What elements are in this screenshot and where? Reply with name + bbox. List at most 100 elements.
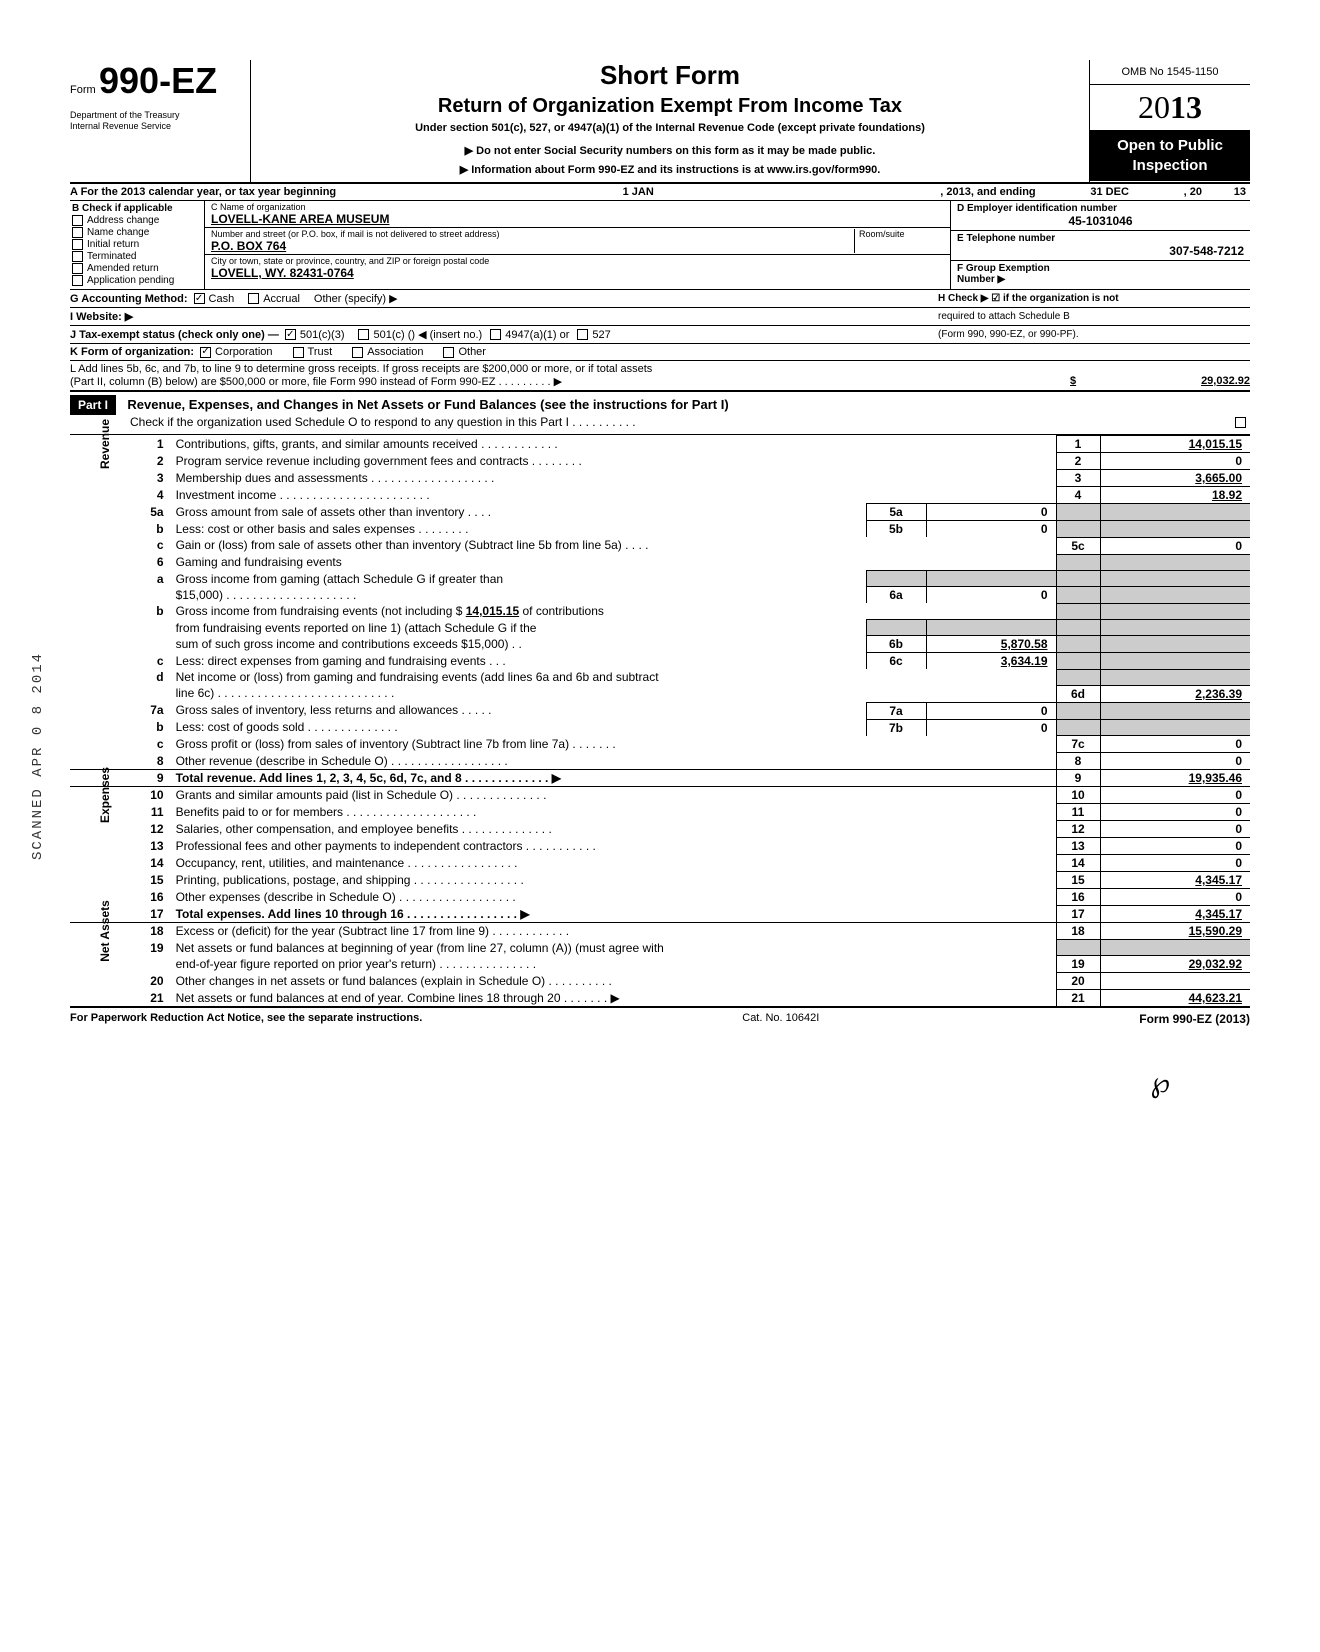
desc: Occupancy, rent, utilities, and maintena…	[172, 855, 1056, 872]
line-a-mid: , 2013, and ending	[940, 186, 1035, 198]
desc: Total expenses. Add lines 10 through 16 …	[172, 906, 1056, 923]
footer-mid: Cat. No. 10642I	[742, 1012, 819, 1026]
desc: Investment income . . . . . . . . . . . …	[172, 487, 1056, 504]
line-a-suffix: , 20	[1184, 186, 1202, 198]
row-21: 21 Net assets or fund balances at end of…	[70, 990, 1250, 1007]
rn: 3	[1056, 470, 1100, 487]
checkbox-icon	[72, 227, 83, 238]
cb-amended[interactable]: Amended return	[72, 263, 202, 274]
main-table: Revenue 1 Contributions, gifts, grants, …	[70, 435, 1250, 1007]
cb-other[interactable]	[443, 347, 454, 358]
rv: 4,345.17	[1100, 906, 1250, 923]
col-b: B Check if applicable Address change Nam…	[70, 201, 205, 289]
cb-address-change[interactable]: Address change	[72, 215, 202, 226]
mv: 0	[926, 719, 1056, 736]
line-a: A For the 2013 calendar year, or tax yea…	[70, 184, 1250, 201]
mv: 0	[926, 587, 1056, 604]
ln: 21	[140, 990, 172, 1007]
cb-label: Amended return	[87, 263, 159, 274]
cb-501c[interactable]	[358, 329, 369, 340]
ln: 7a	[140, 702, 172, 719]
row-7c: c Gross profit or (loss) from sales of i…	[70, 736, 1250, 753]
row-6a-2: $15,000) . . . . . . . . . . . . . . . .…	[70, 587, 1250, 604]
row-5b: b Less: cost or other basis and sales ex…	[70, 521, 1250, 538]
h-line3: (Form 990, 990-EZ, or 990-PF).	[938, 329, 1250, 340]
ln	[140, 636, 172, 653]
cb-initial-return[interactable]: Initial return	[72, 239, 202, 250]
cb-accrual[interactable]	[248, 293, 259, 304]
j-c3: 501(c)(3)	[300, 329, 345, 341]
ln: 9	[140, 770, 172, 787]
k-trust: Trust	[308, 346, 333, 358]
cb-pending[interactable]: Application pending	[72, 275, 202, 286]
cb-label: Initial return	[87, 239, 139, 250]
row-6b-1: b Gross income from fundraising events (…	[70, 603, 1250, 620]
footer-left: For Paperwork Reduction Act Notice, see …	[70, 1012, 422, 1026]
shaded	[1100, 587, 1250, 604]
desc: Professional fees and other payments to …	[172, 838, 1056, 855]
mv: 0	[926, 521, 1056, 538]
vert-exp-text: Expenses	[98, 764, 112, 826]
room-label: Room/suite	[859, 229, 944, 239]
ln: 10	[140, 787, 172, 804]
ln: 20	[140, 973, 172, 990]
row-1: Revenue 1 Contributions, gifts, grants, …	[70, 436, 1250, 453]
rn: 1	[1056, 436, 1100, 453]
shaded	[1056, 521, 1100, 538]
desc: sum of such gross income and contributio…	[172, 636, 866, 653]
shaded	[1056, 571, 1100, 587]
row-19-1: 19 Net assets or fund balances at beginn…	[70, 940, 1250, 956]
rv: 44,623.21	[1100, 990, 1250, 1007]
shaded	[1100, 702, 1250, 719]
cb-trust[interactable]	[293, 347, 304, 358]
cb-assoc[interactable]	[352, 347, 363, 358]
g-other: Other (specify) ▶	[314, 292, 398, 305]
rn: 8	[1056, 753, 1100, 770]
ln: 4	[140, 487, 172, 504]
cb-schedule-o[interactable]	[1235, 417, 1246, 428]
k-corp: Corporation	[215, 346, 272, 358]
shaded	[1056, 702, 1100, 719]
desc-b: Total revenue. Add lines 1, 2, 3, 4, 5c,…	[176, 771, 561, 785]
row-6c: c Less: direct expenses from gaming and …	[70, 653, 1250, 670]
row-g: G Accounting Method: ✓Cash Accrual Other…	[70, 290, 1250, 308]
c-name-label: C Name of organization	[211, 202, 944, 212]
cb-501c3[interactable]: ✓	[285, 329, 296, 340]
shaded	[1056, 940, 1100, 956]
rn: 4	[1056, 487, 1100, 504]
ln: c	[140, 653, 172, 670]
cb-4947[interactable]	[490, 329, 501, 340]
desc: Net assets or fund balances at beginning…	[172, 940, 1056, 956]
col-b-header: B Check if applicable	[72, 203, 202, 214]
rn: 21	[1056, 990, 1100, 1007]
ln: b	[140, 719, 172, 736]
cb-corp[interactable]: ✓	[200, 347, 211, 358]
f-label: F Group Exemption	[957, 263, 1050, 274]
cb-name-change[interactable]: Name change	[72, 227, 202, 238]
ln: 5a	[140, 504, 172, 521]
j-c: 501(c) (	[373, 329, 411, 341]
desc: $15,000) . . . . . . . . . . . . . . . .…	[172, 587, 866, 604]
desc: Contributions, gifts, grants, and simila…	[172, 436, 1056, 453]
rv: 18.92	[1100, 487, 1250, 504]
cb-terminated[interactable]: Terminated	[72, 251, 202, 262]
desc: Membership dues and assessments . . . . …	[172, 470, 1056, 487]
desc: Salaries, other compensation, and employ…	[172, 821, 1056, 838]
desc: Grants and similar amounts paid (list in…	[172, 787, 1056, 804]
rv: 0	[1100, 855, 1250, 872]
rn: 5c	[1056, 537, 1100, 554]
shaded	[926, 571, 1056, 587]
ln: 3	[140, 470, 172, 487]
cb-527[interactable]	[577, 329, 588, 340]
desc: Gross amount from sale of assets other t…	[172, 504, 866, 521]
cb-cash[interactable]: ✓	[194, 293, 205, 304]
form-number: 990-EZ	[99, 60, 217, 101]
ln: 19	[140, 940, 172, 956]
desc: Benefits paid to or for members . . . . …	[172, 804, 1056, 821]
mn: 5a	[866, 504, 926, 521]
shaded	[1056, 636, 1100, 653]
h-line3-wrap: (Form 990, 990-EZ, or 990-PF).	[930, 329, 1250, 340]
rn: 10	[1056, 787, 1100, 804]
k-assoc: Association	[367, 346, 423, 358]
signature-mark: ℘	[70, 1066, 1250, 1100]
